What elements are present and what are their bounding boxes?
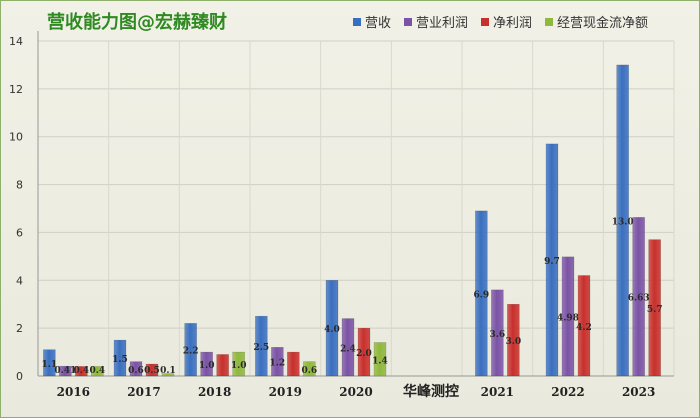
bar-营业利润-2020 [341,318,355,377]
legend-item: 营业利润 [404,12,468,31]
x-tick-label: 2020 [339,385,372,399]
x-tick-label: 2023 [622,385,655,399]
data-label: 13.0 [612,217,634,227]
data-label: 1.4 [372,356,388,366]
data-label: 1.2 [269,359,285,369]
legend-label: 净利润 [493,16,533,31]
bar-经营现金流净额-2017 [161,373,175,377]
x-tick-label: 2018 [198,385,231,399]
legend-item: 营收 [353,12,391,31]
chart-title: 营收能力图@宏赫臻财 [47,12,227,33]
legend-swatch [353,17,361,26]
bar-营业利润-2018 [200,351,213,377]
legend-swatch [404,17,413,26]
data-label: 3.0 [505,337,521,347]
bar-营收-2019 [255,315,268,377]
y-tick-label: 4 [16,274,23,287]
legend-item: 经营现金流净额 [545,12,648,31]
legend-label: 经营现金流净额 [557,16,649,31]
data-label: 2.4 [340,344,356,354]
x-tick-label: 2016 [57,385,90,399]
bar-经营现金流净额-2018 [232,351,245,377]
data-label: 0.6 [128,366,144,376]
bar-营业利润-2021 [491,289,504,377]
data-label: 0.6 [301,366,317,376]
data-label: 2.0 [356,349,372,359]
x-tick-label: 2019 [269,385,302,399]
bar-营业利润-2019 [271,347,284,377]
data-label: 0.1 [160,366,176,376]
data-label: 4.2 [576,323,592,333]
bar-营收-2021 [475,210,488,377]
y-tick-label: 0 [16,370,23,383]
legend-label: 营业利润 [416,16,469,31]
data-label: 0.4 [89,366,105,376]
bar-净利润-2016 [75,366,88,377]
data-label: 1.1 [41,360,57,370]
y-tick-label: 10 [9,131,23,144]
data-label: 2.5 [253,343,269,353]
bar-营业利润-2017 [129,361,143,377]
data-label: 0.5 [144,366,160,376]
watermark-label: 华峰测控 [403,384,459,400]
x-tick-label: 2017 [127,385,160,399]
bar-净利润-2017 [145,363,159,377]
bar-营业利润-2016 [59,365,72,377]
bar-营收-2022 [545,143,559,377]
bar-经营现金流净额-2016 [91,366,104,377]
data-label: 4.98 [557,313,579,323]
bar-经营现金流净额-2020 [373,342,387,377]
bar-净利润-2022 [577,275,591,377]
data-label: 1.0 [231,361,247,371]
x-tick-label: 2021 [481,385,514,399]
bar-净利润-2021 [507,303,520,377]
y-tick-label: 12 [9,83,23,96]
bar-营收-2023 [616,64,629,377]
legend: 营收 营业利润 净利润 经营现金流净额 [353,12,648,31]
data-label: 1.5 [112,355,128,365]
data-label: 3.6 [489,330,505,340]
bar-营收-2016 [43,349,56,377]
bar-营业利润-2022 [561,256,575,377]
bar-营收-2020 [325,280,339,377]
bar-净利润-2019 [287,351,300,377]
data-label: 2.2 [183,347,199,357]
bar-营业利润-2023 [632,217,645,377]
legend-swatch [545,17,554,26]
data-label: 4.0 [324,325,340,335]
bar-净利润-2018 [216,354,229,377]
y-tick-label: 14 [9,35,23,48]
data-label: 0.4 [73,366,89,376]
data-label: 6.63 [628,294,650,304]
data-label: 5.7 [647,305,663,315]
data-label: 6.9 [473,290,489,300]
legend-label: 营收 [365,16,392,31]
x-tick-label: 2022 [551,385,584,399]
bar-净利润-2020 [357,327,371,377]
bar-营收-2018 [184,323,197,377]
y-tick-label: 6 [16,226,23,239]
bar-净利润-2023 [648,239,661,377]
bar-经营现金流净额-2019 [303,361,316,377]
data-label: 0.41 [54,366,76,376]
legend-swatch [481,17,490,26]
legend-item: 净利润 [481,12,532,31]
y-tick-label: 2 [16,322,23,335]
bar-营收-2017 [113,339,127,377]
data-label: 9.7 [544,257,560,267]
y-tick-label: 8 [16,179,23,192]
data-label: 1.0 [199,361,215,371]
